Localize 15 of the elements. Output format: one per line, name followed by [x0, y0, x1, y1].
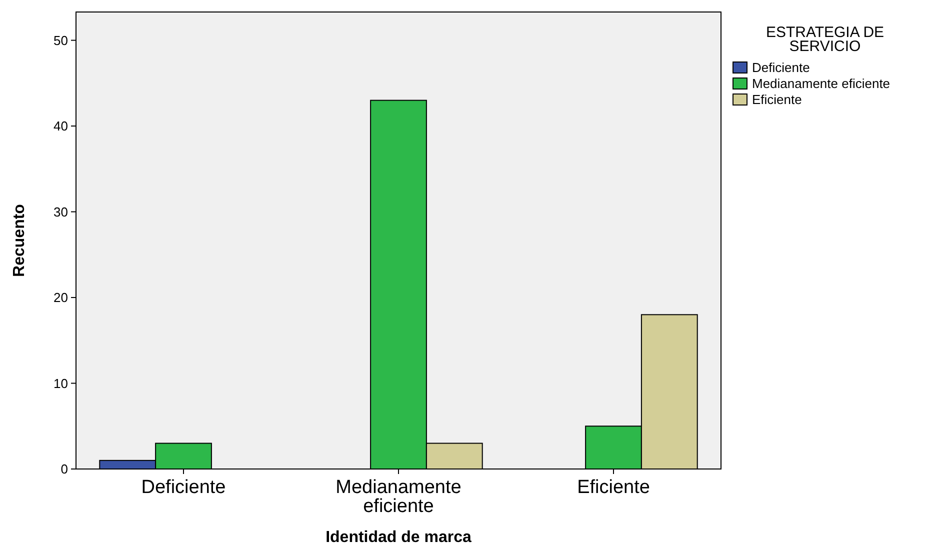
y-tick-label: 0: [60, 462, 68, 477]
y-tick-label: 20: [54, 290, 68, 306]
y-axis-title: Recuento: [11, 204, 28, 277]
x-tick-label: Medianamente eficiente: [336, 477, 462, 517]
x-tick-label: Deficiente: [141, 477, 226, 498]
y-tick-label: 10: [54, 376, 68, 391]
y-tick-label: 50: [54, 32, 68, 48]
legend-label: Medianamente eficiente: [752, 76, 890, 91]
legend-label: Eficiente: [752, 92, 802, 107]
y-tick-label: 40: [54, 118, 68, 134]
x-tick-label: Eficiente: [577, 477, 650, 498]
x-axis-title: Identidad de marca: [326, 529, 472, 546]
legend-label: Deficiente: [752, 60, 810, 75]
y-tick-label: 30: [54, 204, 68, 220]
legend-title: ESTRATEGIA DE SERVICIO: [766, 24, 884, 55]
